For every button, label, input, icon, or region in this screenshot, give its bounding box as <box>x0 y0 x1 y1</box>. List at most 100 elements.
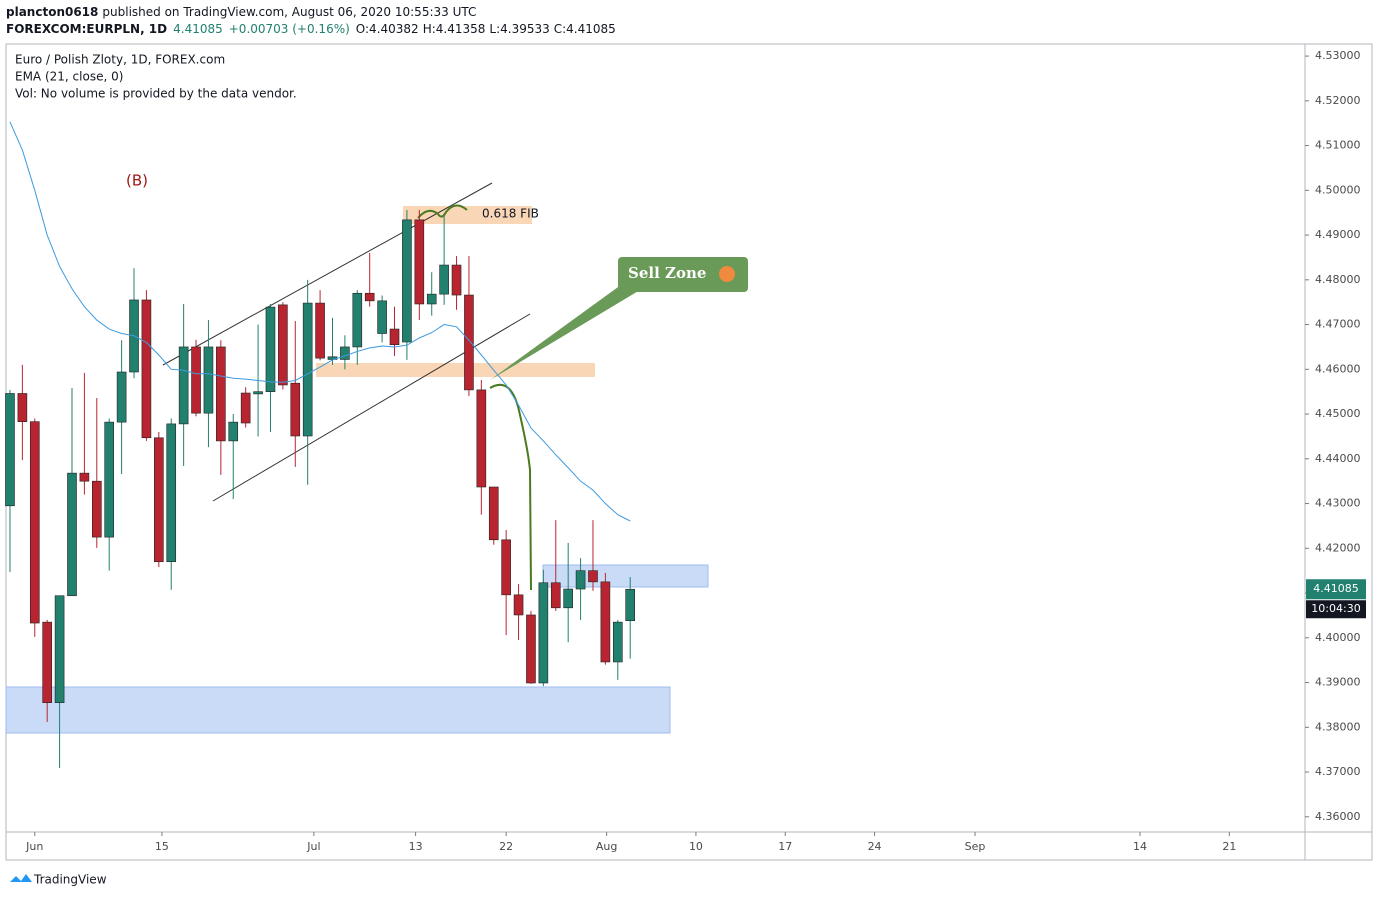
top-curve <box>417 204 468 219</box>
countdown-bg <box>1306 600 1366 619</box>
x-tick-label: Jul <box>306 840 320 853</box>
published: published on TradingView.com, August 06,… <box>102 5 476 19</box>
fib-zone <box>403 206 532 224</box>
candle-body <box>29 421 40 624</box>
candle-body <box>600 581 611 663</box>
candle-body <box>526 614 536 684</box>
candle-body <box>513 594 524 616</box>
header-line2: FOREXCOM:EURPLN, 1D 4.41085 +0.00703 (+0.1… <box>6 22 616 36</box>
candle-body <box>439 264 449 295</box>
candle-body <box>278 304 288 386</box>
candle-body <box>625 588 635 622</box>
x-tick-label: 17 <box>778 840 792 853</box>
icon <box>719 266 735 282</box>
candle-body <box>42 621 52 703</box>
y-tick-label: 4.45000 <box>1315 407 1361 420</box>
candle-body <box>203 346 214 414</box>
legend-volume: Vol: No volume is provided by the data v… <box>15 87 297 101</box>
x-tick-label: 10 <box>689 840 703 853</box>
candle-body <box>166 423 177 563</box>
x-tick-label: Aug <box>596 840 617 853</box>
candle-body <box>92 480 102 538</box>
wave-label: (B) <box>126 172 148 190</box>
y-tick-label: 4.47000 <box>1315 318 1361 331</box>
candle-body <box>191 346 201 414</box>
sell-zone-box <box>316 363 595 377</box>
y-tick-label: 4.36000 <box>1315 810 1361 823</box>
change: +0.00703 (+0.16%) <box>229 22 350 36</box>
open: O:4.40382 <box>356 22 419 36</box>
candle-body <box>501 539 511 596</box>
candle-body <box>228 421 239 442</box>
y-tick-label: 4.49000 <box>1315 228 1361 241</box>
ema-line <box>9 121 631 522</box>
legend-instrument: Euro / Polish Zloty, 1D, FOREX.com <box>15 53 225 67</box>
candle-body <box>5 393 15 507</box>
drawings <box>5 182 748 734</box>
y-tick-label: 4.48000 <box>1315 273 1361 286</box>
candle-body <box>154 437 164 563</box>
brand: TradingView <box>33 873 107 887</box>
candle-body <box>563 588 573 609</box>
price-label: 4.41085 <box>1313 582 1359 595</box>
candle-body <box>302 302 313 437</box>
x-tick-label: Sep <box>965 840 986 853</box>
sell-label: Sell Zone <box>628 264 706 282</box>
y-tick-label: 4.44000 <box>1315 452 1361 465</box>
channel-lower <box>212 313 531 502</box>
candle-body <box>352 292 363 348</box>
y-tick-label: 4.46000 <box>1315 362 1361 375</box>
candle-body <box>290 382 301 437</box>
candle-body <box>414 219 425 305</box>
candle-body <box>426 293 437 305</box>
last: 4.41085 <box>173 22 223 36</box>
candle-body <box>79 472 90 482</box>
candle-body <box>402 219 412 343</box>
candle-body <box>54 595 65 703</box>
x-tick-label: 24 <box>868 840 882 853</box>
low: L:4.39533 <box>489 22 549 36</box>
x-tick-label: 21 <box>1222 840 1236 853</box>
y-tick-label: 4.37000 <box>1315 765 1361 778</box>
fib-label: 0.618 FIB <box>482 207 539 221</box>
candle-body <box>476 389 487 488</box>
price-label-bg <box>1306 579 1366 600</box>
candle-body <box>116 371 127 423</box>
candle-body <box>377 300 387 334</box>
x-tick-label: 14 <box>1133 840 1147 853</box>
symbol: FOREXCOM:EURPLN, 1D <box>6 22 167 36</box>
candle-body <box>550 582 561 609</box>
candle-body <box>265 306 276 392</box>
candle-body <box>464 294 474 391</box>
demand-zone <box>5 686 671 734</box>
y-tick-label: 4.39000 <box>1315 676 1361 689</box>
y-tick-label: 4.52000 <box>1315 94 1361 107</box>
callout-pointer <box>490 282 640 380</box>
y-tick-label: 4.51000 <box>1315 139 1361 152</box>
candle-body <box>364 292 375 302</box>
y-tick-label: 4.40000 <box>1315 631 1361 644</box>
candle-body <box>488 486 499 541</box>
candle-body <box>67 472 77 597</box>
y-tick-label: 4.38000 <box>1315 720 1361 733</box>
y-tick-label: 4.50000 <box>1315 183 1361 196</box>
close: C:4.41085 <box>554 22 616 36</box>
x-tick-label: 22 <box>499 840 513 853</box>
y-tick-label: 4.53000 <box>1315 49 1361 62</box>
y-tick-label: 4.42000 <box>1315 541 1361 554</box>
sell-callout <box>618 257 748 292</box>
x-tick-label: Jun <box>25 840 43 853</box>
candle-body <box>451 264 462 296</box>
candle-body <box>178 346 189 425</box>
publisher: plancton0618 <box>6 5 98 19</box>
candle-body <box>575 570 586 590</box>
candle-body <box>538 582 549 684</box>
legend-ema: EMA (21, close, 0) <box>15 70 123 84</box>
candle-body <box>240 392 251 424</box>
candle-body <box>588 570 598 583</box>
y-tick-label: 4.43000 <box>1315 497 1361 510</box>
candle-body <box>612 621 623 663</box>
high: H:4.41358 <box>423 22 486 36</box>
projection-curve <box>489 383 532 591</box>
plot <box>5 121 635 769</box>
